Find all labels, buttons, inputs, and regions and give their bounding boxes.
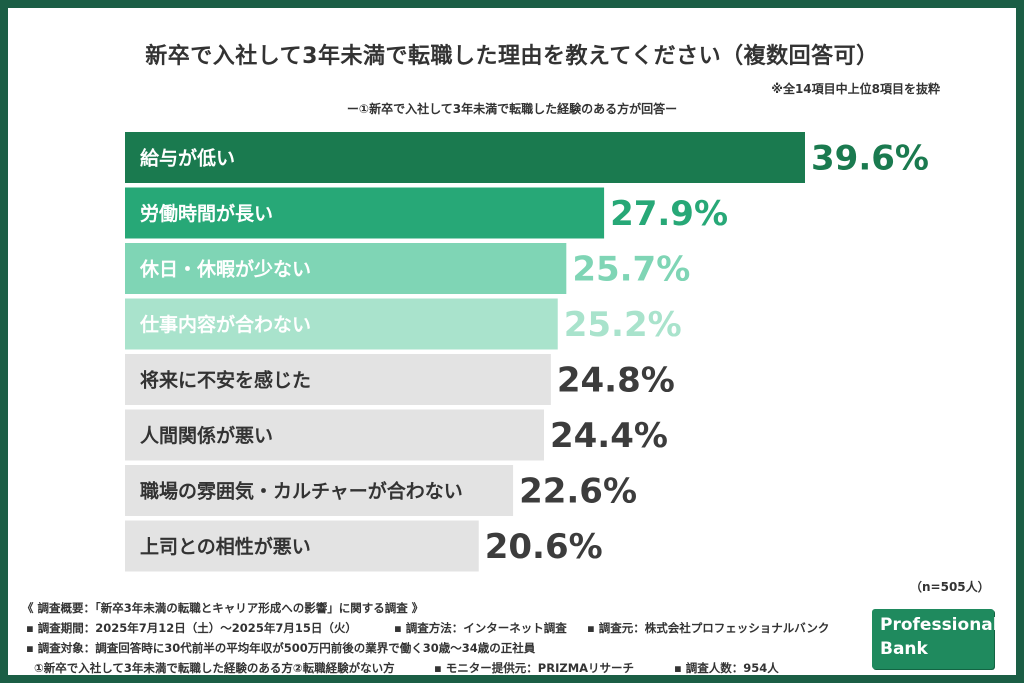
bar-value-label: 24.8% — [557, 361, 675, 401]
bar-value-label: 20.6% — [485, 527, 603, 567]
excerpt-note: ※全14項目中上位8項目を抜粋 — [771, 82, 940, 96]
bar-category-label: 給与が低い — [140, 147, 235, 170]
sample-size-note: （n=505人） — [910, 580, 990, 594]
bar-category-label: 労働時間が長い — [140, 202, 273, 225]
bar-value-label: 27.9% — [610, 194, 728, 234]
bar-7 — [125, 465, 514, 516]
survey-target-detail: ①新卒で入社して3年未満で転職した経験のある方②転職経験がない方 — [34, 661, 395, 675]
bar-4 — [125, 298, 558, 350]
logo-line-2: Bank — [880, 639, 928, 659]
bar-category-label: 休日・休暇が少ない — [139, 258, 311, 281]
chart-subtitle: ー①新卒で入社して3年未満で転職した経験のある方が回答ー — [346, 102, 678, 116]
survey-source: ▪ 調査元：株式会社プロフェッショナルバンク — [587, 621, 830, 635]
bar-5 — [125, 354, 551, 405]
bar-3 — [125, 243, 567, 294]
bar-2 — [125, 187, 605, 239]
bar-6 — [125, 409, 544, 461]
survey-monitor: ▪ モニター提供元：PRIZMAリサーチ — [434, 661, 635, 675]
professional-bank-logo: Professional Bank — [872, 609, 999, 669]
bar-category-label: 上司との相性が悪い — [140, 535, 311, 558]
bar-value-label: 25.7% — [572, 250, 690, 290]
bar-1 — [125, 132, 805, 183]
bar-category-label: 職場の雰囲気・カルチャーが合わない — [140, 480, 463, 503]
bar-value-label: 25.2% — [564, 305, 682, 345]
bar-category-label: 将来に不安を感じた — [140, 369, 311, 392]
survey-target: ▪ 調査対象：調査回答時に30代前半の平均年収が500万円前後の業界で働く30歳… — [26, 641, 536, 655]
bar-value-label: 22.6% — [519, 472, 637, 512]
bar-value-label: 39.6% — [811, 139, 929, 179]
survey-respondents: ▪ 調査人数：954人 — [674, 661, 779, 675]
bar-category-label: 仕事内容が合わない — [139, 313, 311, 336]
chart-title: 新卒で入社して3年未満で転職した理由を教えてください（複数回答可） — [145, 44, 879, 69]
bar-category-label: 人間関係が悪い — [140, 424, 273, 447]
survey-method: ▪ 調査方法：インターネット調査 — [394, 621, 567, 635]
survey-overview: 《 調査概要：「新卒3年未満の転職とキャリア形成への影響」に関する調査 》 — [22, 601, 424, 615]
logo-line-1: Professional — [880, 615, 999, 635]
bar-value-label: 24.4% — [550, 416, 668, 456]
bar-8 — [125, 520, 479, 572]
survey-period: ▪ 調査期間：2025年7月12日（土）〜2025年7月15日（火） — [26, 621, 357, 635]
